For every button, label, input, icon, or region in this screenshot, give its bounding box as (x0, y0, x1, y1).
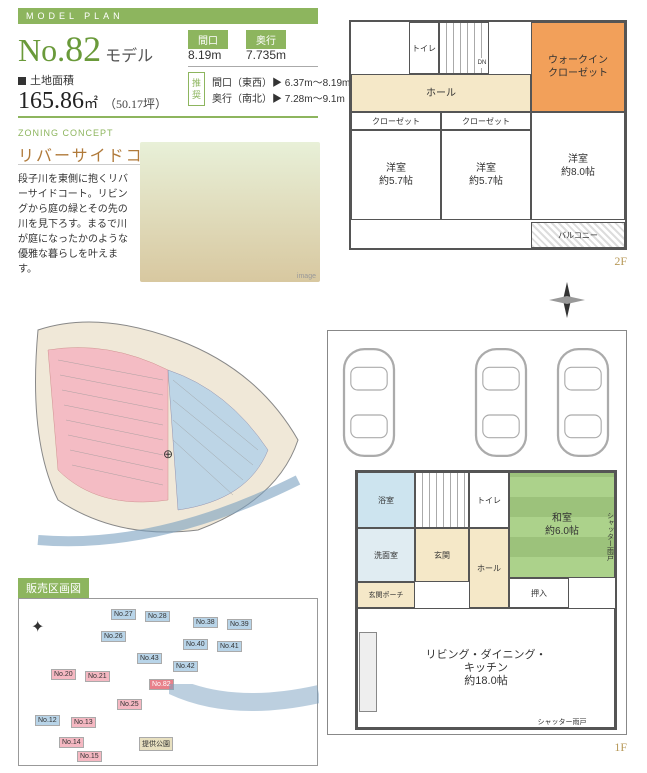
land-num: 165.86 (18, 88, 84, 114)
lot-21: No.21 (85, 671, 110, 682)
depth-label: 奥行 (246, 30, 286, 49)
stairs-1f (415, 472, 469, 528)
toilet-2f: トイレ (409, 22, 439, 74)
lot-26: No.26 (101, 631, 126, 642)
floor-1f-label: 1F (614, 740, 627, 755)
hall-2f: ホール (351, 74, 531, 112)
washroom: 洗面室 (357, 528, 415, 582)
storage: 押入 (509, 578, 569, 608)
floor-2f-label: 2F (614, 254, 627, 269)
brand-bar: MODEL PLAN (18, 8, 318, 24)
model-number: No.82モデル (18, 28, 153, 70)
car-icon (465, 340, 537, 465)
svg-text:⊕: ⊕ (163, 447, 173, 461)
section-divider (18, 116, 318, 118)
rec-depth: 奥行（南北）▶ 7.28m～9.1m (212, 90, 345, 105)
dn-label: DN (476, 58, 488, 68)
lot-13: No.13 (71, 717, 96, 728)
zoning-header: ZONING CONCEPT (18, 128, 114, 138)
site-map: ⊕ (18, 300, 318, 560)
bedroom-5-7-b: 洋室 約5.7帖 (441, 130, 531, 220)
entrance: 玄関 (415, 528, 469, 582)
zoning-body: 段子川を東側に抱くリバーサイドコート。リビングから庭の緑とその先の川を見下ろす。… (18, 172, 128, 277)
land-tsubo: （50.17坪） (104, 97, 167, 111)
lot-20: No.20 (51, 669, 76, 680)
shutter-label-2: シャッター雨戸 (603, 512, 617, 561)
compass-icon (547, 280, 587, 326)
frontage-value: 8.19m (188, 48, 221, 62)
land-area-label: 土地面積 (18, 72, 74, 88)
no-suffix: モデル (105, 48, 153, 65)
toilet-1f: トイレ (469, 472, 509, 528)
depth-value: 7.735m (246, 48, 286, 62)
lot-39: No.39 (227, 619, 252, 630)
sale-map-header: 販売区画図 (18, 578, 89, 598)
shutter-label: シャッター雨戸 (517, 716, 607, 729)
balcony: バルコニー (531, 222, 625, 248)
ldk: リビング・ダイニング・ キッチン 約18.0帖 (357, 608, 615, 728)
lot-40: No.40 (183, 639, 208, 650)
bedroom-8: 洋室 約8.0帖 (531, 112, 625, 220)
walk-in-closet: ウォークイン クローゼット (531, 22, 625, 112)
lot-27: No.27 (111, 609, 136, 620)
divider (188, 66, 318, 67)
sale-map: ✦ No.27 No.28 No.26 No.38 No.39 No.40 No… (18, 598, 318, 766)
lot-15: No.15 (77, 751, 102, 762)
lot-42: No.42 (173, 661, 198, 672)
car-icon (333, 340, 405, 465)
lot-park: 提供公園 (139, 737, 173, 751)
lot-41: No.41 (217, 641, 242, 652)
closet-b: クローゼット (441, 112, 531, 130)
bedroom-5-7-a: 洋室 約5.7帖 (351, 130, 441, 220)
lot-14: No.14 (59, 737, 84, 748)
frontage-label: 間口 (188, 30, 228, 49)
porch: 玄関ポーチ (357, 582, 415, 608)
car-icon (547, 340, 619, 465)
bathroom: 浴室 (357, 472, 415, 528)
no-value: 82 (65, 29, 101, 69)
land-unit: ㎡ (84, 97, 98, 112)
compass-icon: ✦ (31, 617, 44, 637)
hall-1f: ホール (469, 528, 509, 608)
lot-12: No.12 (35, 715, 60, 726)
lot-38: No.38 (193, 617, 218, 628)
floor-plan-1f: 浴室 トイレ 洗面室 玄関 ホール 和室 約6.0帖 押入 玄関ポーチ リビング… (355, 470, 617, 730)
zoning-illustration (140, 142, 320, 282)
lot-28: No.28 (145, 611, 170, 622)
recommended-label: 推 奨 (188, 72, 205, 106)
closet-a: クローゼット (351, 112, 441, 130)
no-prefix: No. (18, 32, 65, 68)
lot-25: No.25 (117, 699, 142, 710)
rec-frontage: 間口（東西）▶ 6.37m～8.19m (212, 74, 350, 89)
lot-43: No.43 (137, 653, 162, 664)
floor-plan-2f: トイレ DN ホール ウォークイン クローゼット クローゼット クローゼット 洋… (349, 20, 627, 250)
land-area-value: 165.86㎡ （50.17坪） (18, 88, 167, 115)
tatami-room: 和室 約6.0帖 (509, 472, 615, 578)
kitchen-counter (359, 632, 377, 712)
